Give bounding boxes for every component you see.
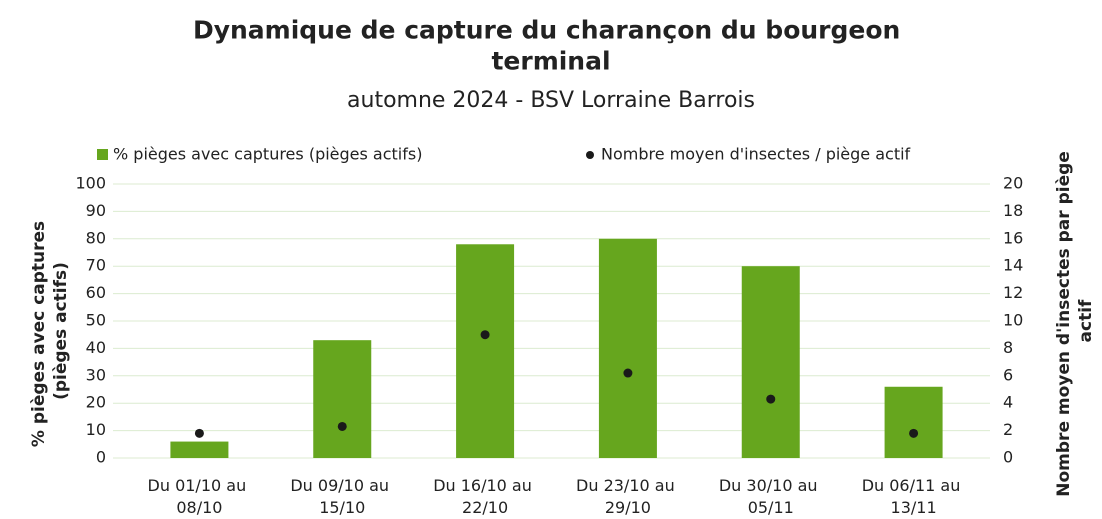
dot: [766, 394, 776, 404]
y-tick-label: 50: [86, 311, 106, 330]
y-tick-label: 100: [75, 174, 106, 193]
bar: [456, 244, 515, 458]
legend-swatch: [586, 151, 594, 159]
dot: [909, 428, 919, 438]
bar: [884, 386, 943, 458]
x-tick-label: Du 16/10 au 22/10: [433, 476, 537, 517]
x-tick-label: Du 06/11 au 13/11: [862, 476, 966, 517]
dot: [480, 330, 490, 340]
y-axis-title: % pièges avec captures (pièges actifs): [29, 215, 71, 447]
y2-tick-label: 20: [1003, 174, 1023, 193]
y-tick-label: 10: [86, 420, 106, 439]
y2-tick-label: 18: [1003, 201, 1023, 220]
x-tick-label: Du 30/10 au 05/11: [719, 476, 823, 517]
y2-tick-label: 2: [1003, 420, 1013, 439]
y-tick-label: 80: [86, 228, 106, 247]
y2-axis-title: Nombre moyen d'insectes par piège actif: [1054, 145, 1096, 496]
chart-title: Dynamique de capture du charançon du bou…: [193, 16, 909, 76]
y2-tick-label: 8: [1003, 338, 1013, 357]
y-tick-label: 40: [86, 338, 106, 357]
bar: [741, 266, 800, 458]
y-tick-label: 20: [86, 393, 106, 412]
y-tick-label: 30: [86, 365, 106, 384]
y-tick-label: 0: [96, 448, 106, 467]
y2-tick-label: 0: [1003, 448, 1013, 467]
y2-tick-label: 16: [1003, 228, 1023, 247]
x-tick-label: Du 23/10 au 29/10: [576, 476, 680, 517]
y-tick-label: 60: [86, 283, 106, 302]
y-tick-label: 70: [86, 256, 106, 275]
dot: [337, 421, 347, 431]
legend-swatch: [97, 149, 108, 160]
bar: [313, 340, 372, 458]
chart-subtitle: automne 2024 - BSV Lorraine Barrois: [347, 88, 755, 113]
y2-tick-label: 6: [1003, 365, 1013, 384]
y2-tick-label: 4: [1003, 393, 1013, 412]
x-tick-label: Du 09/10 au 15/10: [290, 476, 394, 517]
dot: [623, 368, 633, 378]
bar: [170, 441, 229, 458]
dot: [194, 428, 204, 438]
legend-label: Nombre moyen d'insectes / piège actif: [601, 145, 911, 164]
y2-tick-label: 14: [1003, 256, 1023, 275]
legend-label: % pièges avec captures (pièges actifs): [113, 145, 422, 164]
y2-tick-label: 10: [1003, 311, 1023, 330]
bar: [598, 238, 657, 458]
y-tick-label: 90: [86, 201, 106, 220]
y2-tick-label: 12: [1003, 283, 1023, 302]
x-tick-label: Du 01/10 au 08/10: [148, 476, 252, 517]
